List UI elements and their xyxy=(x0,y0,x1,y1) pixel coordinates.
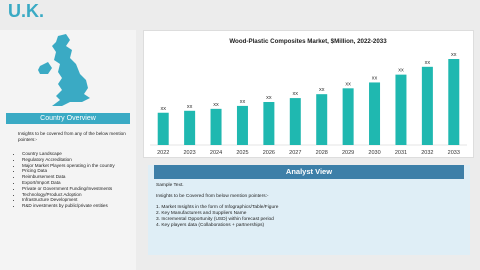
left-panel: Country Overview Insights to be covered … xyxy=(0,30,136,270)
bar xyxy=(210,108,222,145)
x-tick-label: 2027 xyxy=(289,150,301,156)
pointer-item: 3. Incremental Opportunity (USD) within … xyxy=(156,217,274,222)
bar xyxy=(421,66,433,145)
x-tick-label: 2023 xyxy=(184,150,196,156)
pointer-list: 1. Market Insights in the form of Infogr… xyxy=(156,205,462,229)
x-tick-label: 2024 xyxy=(210,150,222,156)
pointer-item: Pricing Data xyxy=(22,168,115,174)
section-title: Country Overview xyxy=(6,113,130,124)
bar xyxy=(369,82,381,145)
bar xyxy=(184,110,196,145)
x-tick-label: 2033 xyxy=(448,150,460,156)
x-tick-label: 2031 xyxy=(395,150,407,156)
bar xyxy=(395,74,407,145)
data-label: xx xyxy=(266,95,272,101)
data-label: xx xyxy=(240,99,246,105)
section-title: Analyst View xyxy=(154,165,464,179)
x-tick-label: 2029 xyxy=(342,150,354,156)
data-label: xx xyxy=(451,52,457,58)
data-label: xx xyxy=(213,102,219,108)
pointer-item: 4. Key players data (Collaborations + pa… xyxy=(156,223,265,228)
data-label: xx xyxy=(187,104,193,110)
sample-text: Sample Text. xyxy=(156,183,184,188)
data-label: xx xyxy=(398,68,404,74)
pointer-list: Country LandscapeRegulatory Accreditatio… xyxy=(14,151,115,209)
data-label: xx xyxy=(293,91,299,97)
intro-text: Insights to be covered from any of the b… xyxy=(18,131,126,142)
uk-map xyxy=(38,34,90,106)
map-shape xyxy=(38,34,90,106)
data-label: xx xyxy=(372,75,378,81)
data-label: xx xyxy=(160,106,166,112)
pointer-item: Technology/Product Adoption xyxy=(22,192,115,198)
pointer-item: 1. Market Insights in the form of Infogr… xyxy=(156,205,279,210)
x-tick-label: 2032 xyxy=(421,150,433,156)
pointer-item: 2. Key Manufacturers and Suppliers Name xyxy=(156,211,247,216)
x-tick-label: 2030 xyxy=(368,150,380,156)
pointer-item: Regulatory Accreditation xyxy=(22,157,115,163)
chart: Wood-Plastic Composites Market, $Million… xyxy=(143,30,474,158)
bar xyxy=(342,88,354,145)
pointer-item: Reimbursement Data xyxy=(22,174,115,180)
intro-text: Insights to be Covered from below mentio… xyxy=(156,194,269,199)
bar xyxy=(263,102,275,145)
pointer-item: Major Market Players operating in the co… xyxy=(22,163,115,169)
pointer-item: Export/Import Data xyxy=(22,180,115,186)
pointer-item: R&D investments by public/private entiti… xyxy=(22,203,115,209)
pointer-item: Private or Government Funding/Investment… xyxy=(22,186,115,192)
bar xyxy=(236,105,248,145)
analyst-view: Analyst View Sample Text. Insights to be… xyxy=(148,165,470,255)
bar xyxy=(448,59,460,145)
pointer-item: Infrastructure Development xyxy=(22,197,115,203)
x-tick-label: 2022 xyxy=(157,150,169,156)
bar xyxy=(289,98,301,145)
analyst-body: Sample Text. Insights to be Covered from… xyxy=(148,179,470,233)
x-tick-label: 2028 xyxy=(316,150,328,156)
x-tick-label: 2026 xyxy=(263,150,275,156)
chart-title: Wood-Plastic Composites Market, $Million… xyxy=(229,38,387,45)
data-label: xx xyxy=(425,60,431,66)
x-tick-label: 2025 xyxy=(236,150,248,156)
data-label: xx xyxy=(319,87,325,93)
pointer-item: Country Landscape xyxy=(22,151,115,157)
bar xyxy=(157,112,169,145)
bar xyxy=(316,94,328,145)
page-title: U.K. xyxy=(8,1,44,21)
data-label: xx xyxy=(345,81,351,87)
